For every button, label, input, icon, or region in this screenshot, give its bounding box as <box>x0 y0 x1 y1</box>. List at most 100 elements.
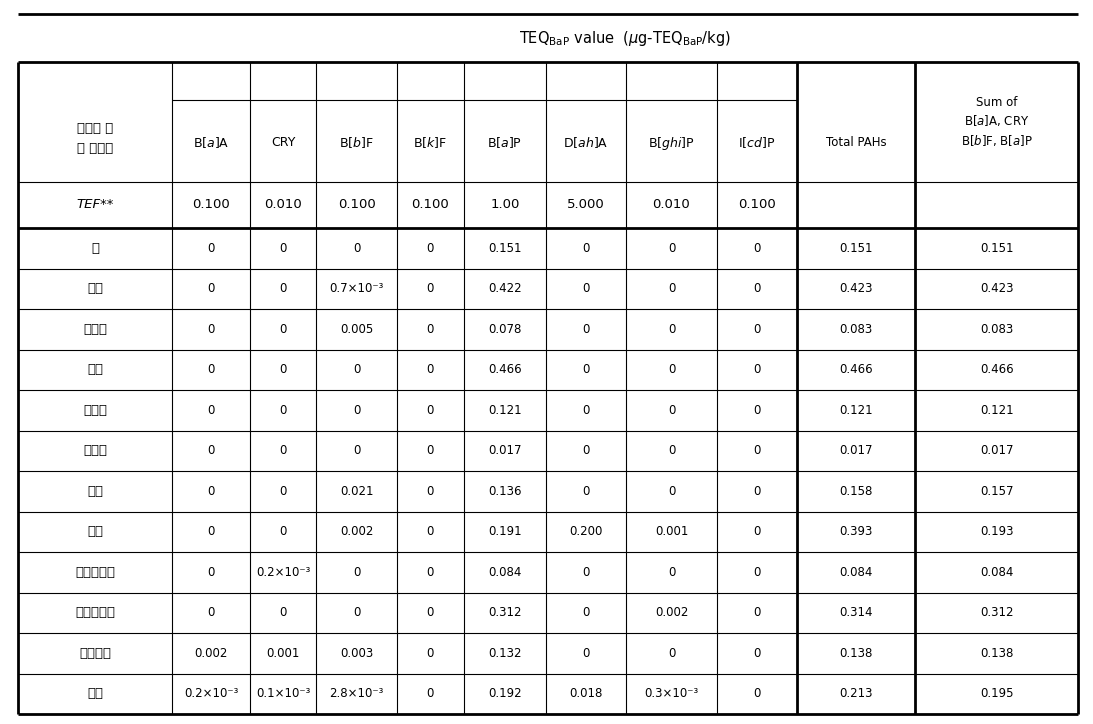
Text: 0: 0 <box>353 565 361 578</box>
Text: 0: 0 <box>426 525 434 538</box>
Text: 5.000: 5.000 <box>567 198 604 211</box>
Text: 0: 0 <box>668 565 675 578</box>
Text: 0: 0 <box>426 282 434 295</box>
Text: 고등어: 고등어 <box>83 323 107 336</box>
Text: 0.393: 0.393 <box>839 525 873 538</box>
Text: 0: 0 <box>280 404 286 417</box>
Text: 0: 0 <box>280 363 286 376</box>
Text: B[$a$]A: B[$a$]A <box>192 135 230 151</box>
Text: 0.466: 0.466 <box>487 363 521 376</box>
Text: 0: 0 <box>280 445 286 458</box>
Text: 0.121: 0.121 <box>980 404 1013 417</box>
Text: 0: 0 <box>353 404 361 417</box>
Text: 0: 0 <box>668 485 675 498</box>
Text: 0: 0 <box>208 323 214 336</box>
Text: 홍합: 홍합 <box>87 525 103 538</box>
Text: 0: 0 <box>426 606 434 619</box>
Text: 0: 0 <box>208 606 214 619</box>
Text: 0: 0 <box>426 445 434 458</box>
Text: B[$k$]F: B[$k$]F <box>413 135 447 151</box>
Text: 0.010: 0.010 <box>653 198 691 211</box>
Text: 0: 0 <box>426 242 434 255</box>
Text: 수산물 및: 수산물 및 <box>78 122 114 135</box>
Text: 0: 0 <box>280 485 286 498</box>
Text: 0.017: 0.017 <box>489 445 521 458</box>
Text: 0.422: 0.422 <box>487 282 521 295</box>
Text: 0.312: 0.312 <box>489 606 521 619</box>
Text: 0: 0 <box>426 565 434 578</box>
Text: 0.021: 0.021 <box>340 485 374 498</box>
Text: 꽃막: 꽃막 <box>87 485 103 498</box>
Text: 0.312: 0.312 <box>980 606 1013 619</box>
Text: 0.003: 0.003 <box>340 647 373 660</box>
Text: 0.200: 0.200 <box>569 525 602 538</box>
Text: 0.466: 0.466 <box>839 363 873 376</box>
Text: 참치통조림: 참치통조림 <box>75 565 115 578</box>
Text: 0: 0 <box>753 525 761 538</box>
Text: 평균: 평균 <box>87 687 103 700</box>
Text: 0: 0 <box>426 687 434 700</box>
Text: 오징어: 오징어 <box>83 404 107 417</box>
Text: 0: 0 <box>353 445 361 458</box>
Text: 게: 게 <box>91 242 99 255</box>
Text: 0: 0 <box>583 565 590 578</box>
Text: 2.8×10⁻³: 2.8×10⁻³ <box>329 687 384 700</box>
Text: 0: 0 <box>753 565 761 578</box>
Text: 0: 0 <box>583 242 590 255</box>
Text: 0: 0 <box>753 647 761 660</box>
Text: TEF**: TEF** <box>77 198 114 211</box>
Text: 0.423: 0.423 <box>980 282 1013 295</box>
Text: 0.3×10⁻³: 0.3×10⁻³ <box>645 687 698 700</box>
Text: 0: 0 <box>668 445 675 458</box>
Text: 삼치: 삼치 <box>87 363 103 376</box>
Text: 0.2×10⁻³: 0.2×10⁻³ <box>256 565 310 578</box>
Text: 0.158: 0.158 <box>839 485 873 498</box>
Text: 0.151: 0.151 <box>980 242 1013 255</box>
Text: 0.151: 0.151 <box>489 242 521 255</box>
Text: 0: 0 <box>353 242 361 255</box>
Text: 0: 0 <box>208 565 214 578</box>
Text: 오징어포: 오징어포 <box>79 647 111 660</box>
Text: 0: 0 <box>753 687 761 700</box>
Text: 0.1×10⁻³: 0.1×10⁻³ <box>256 687 310 700</box>
Text: 0: 0 <box>668 363 675 376</box>
Text: 0.136: 0.136 <box>489 485 521 498</box>
Text: 그 가공품: 그 가공품 <box>78 142 114 155</box>
Text: 0.010: 0.010 <box>265 198 302 211</box>
Text: B[$ghi$]P: B[$ghi$]P <box>648 135 695 151</box>
Text: 0: 0 <box>426 647 434 660</box>
Text: 0.002: 0.002 <box>340 525 374 538</box>
Text: 0: 0 <box>426 485 434 498</box>
Text: 0.018: 0.018 <box>569 687 602 700</box>
Text: 0.001: 0.001 <box>655 525 689 538</box>
Text: 새우: 새우 <box>87 282 103 295</box>
Text: 0: 0 <box>426 363 434 376</box>
Text: 0: 0 <box>753 606 761 619</box>
Text: 주꼸미: 주꼸미 <box>83 445 107 458</box>
Text: 0: 0 <box>583 445 590 458</box>
Text: 0.138: 0.138 <box>839 647 873 660</box>
Text: 0: 0 <box>208 525 214 538</box>
Text: 0.7×10⁻³: 0.7×10⁻³ <box>329 282 384 295</box>
Text: 0.151: 0.151 <box>839 242 873 255</box>
Text: 0: 0 <box>668 647 675 660</box>
Text: 0.084: 0.084 <box>980 565 1013 578</box>
Text: 0.078: 0.078 <box>489 323 521 336</box>
Text: 0: 0 <box>280 606 286 619</box>
Text: 0.002: 0.002 <box>655 606 689 619</box>
Text: 0: 0 <box>753 363 761 376</box>
Text: 0.100: 0.100 <box>738 198 776 211</box>
Text: 0: 0 <box>753 445 761 458</box>
Text: 0.001: 0.001 <box>267 647 299 660</box>
Text: 0.084: 0.084 <box>839 565 873 578</box>
Text: Total PAHs: Total PAHs <box>826 137 886 149</box>
Text: 0.100: 0.100 <box>192 198 230 211</box>
Text: 0: 0 <box>208 363 214 376</box>
Text: 0.191: 0.191 <box>487 525 521 538</box>
Text: 0: 0 <box>668 282 675 295</box>
Text: 0.192: 0.192 <box>487 687 521 700</box>
Text: 0.084: 0.084 <box>489 565 521 578</box>
Text: 0: 0 <box>208 404 214 417</box>
Text: 0.423: 0.423 <box>839 282 873 295</box>
Text: 0.213: 0.213 <box>839 687 873 700</box>
